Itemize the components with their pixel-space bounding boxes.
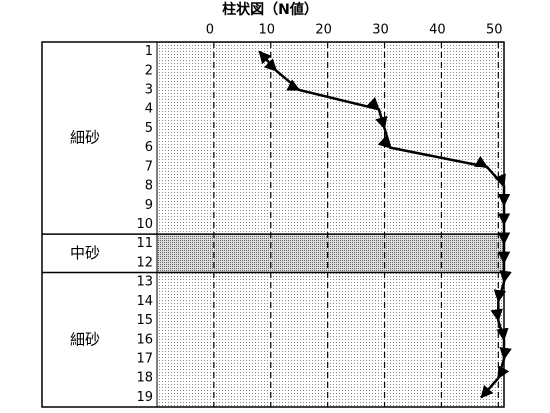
x-tick-label: 50	[486, 23, 503, 38]
depth-label: 2	[145, 63, 153, 78]
x-tick-label: 0	[206, 23, 214, 38]
layer-label: 細砂	[70, 129, 100, 147]
layer-fill	[157, 234, 504, 273]
depth-label: 3	[145, 83, 153, 98]
x-tick-label: 40	[429, 23, 446, 38]
depth-label: 11	[136, 236, 153, 251]
depth-label: 13	[136, 275, 153, 290]
depth-label: 7	[145, 159, 153, 174]
layer-label: 中砂	[70, 244, 100, 262]
depth-label: 10	[136, 217, 153, 232]
depth-label: 4	[145, 102, 153, 117]
depth-label: 12	[136, 255, 153, 270]
n-value-line	[258, 50, 512, 399]
x-tick-label: 20	[315, 23, 332, 38]
depth-label: 16	[136, 332, 153, 347]
depth-label: 6	[145, 140, 153, 155]
x-tick-label: 10	[258, 23, 275, 38]
layer-fill	[157, 42, 504, 235]
layer-label: 細砂	[70, 330, 100, 348]
depth-label: 18	[136, 371, 153, 386]
depth-label: 8	[145, 179, 153, 194]
depth-label: 5	[145, 121, 153, 136]
depth-label: 1	[145, 44, 153, 59]
depth-label: 14	[136, 294, 153, 309]
x-tick-label: 30	[372, 23, 389, 38]
depth-label: 15	[136, 313, 153, 328]
depth-label: 9	[145, 198, 153, 213]
layer-fill	[157, 272, 504, 407]
depth-label: 17	[136, 351, 153, 366]
depth-label: 19	[136, 390, 153, 405]
chart-title: 柱状図（N値）	[222, 1, 318, 18]
